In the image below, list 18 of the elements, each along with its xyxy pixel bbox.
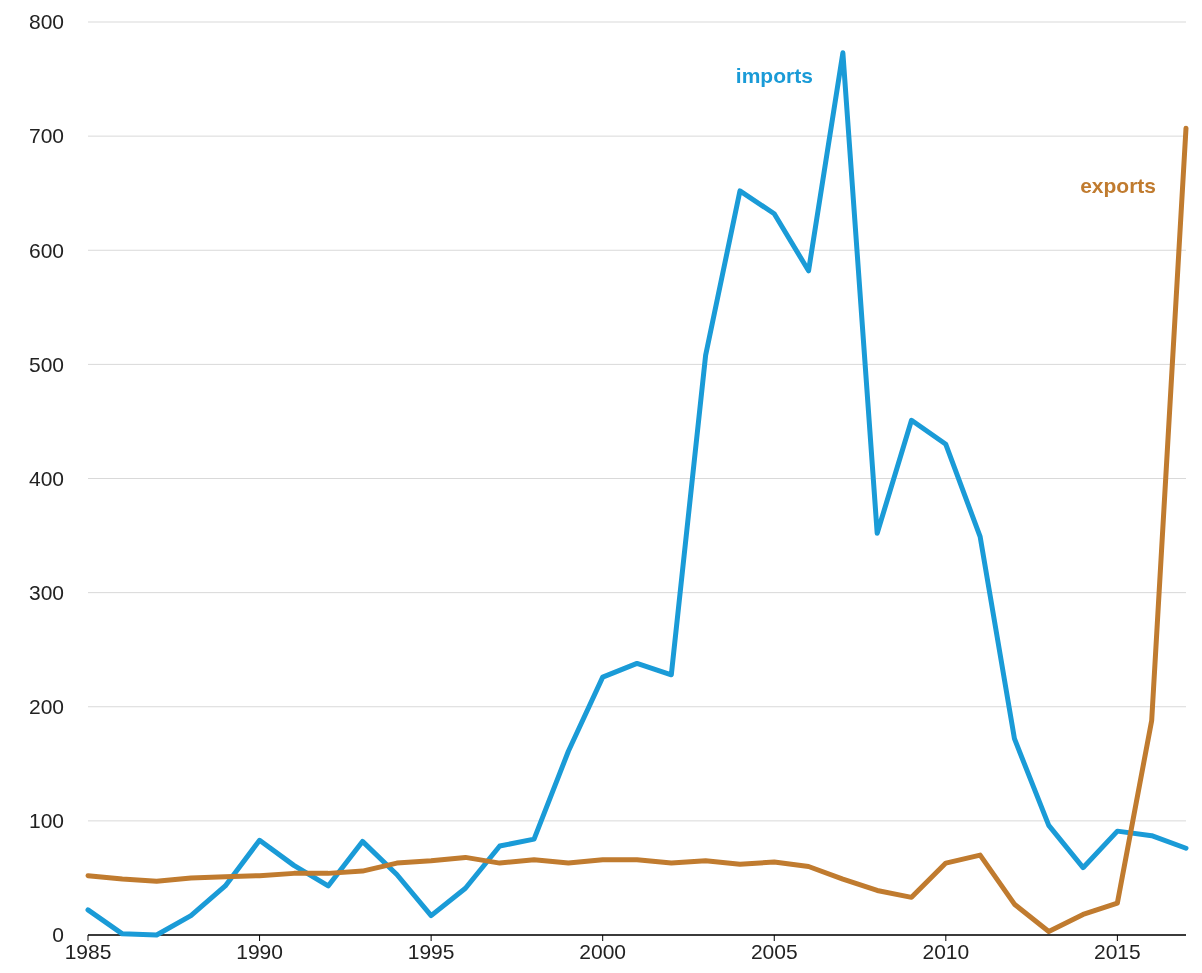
y-tick-label: 400	[28, 466, 64, 490]
y-tick-label: 800	[28, 10, 64, 34]
y-tick-label: 600	[28, 238, 64, 262]
x-tick-label: 1985	[64, 940, 112, 963]
x-tick-label: 1990	[236, 940, 283, 963]
y-tick-label: 500	[28, 352, 64, 376]
y-tick-label: 200	[28, 695, 64, 719]
y-tick-label: 300	[28, 580, 64, 604]
x-tick-label: 2010	[922, 940, 970, 963]
x-tick-label: 1995	[407, 940, 455, 963]
x-tick-label: 2000	[579, 940, 627, 963]
x-tick-label: 2005	[750, 940, 798, 963]
y-tick-label: 0	[52, 923, 64, 947]
series-label: imports	[735, 63, 813, 87]
y-tick-label: 100	[28, 809, 64, 833]
y-tick-label: 700	[28, 124, 64, 148]
x-tick-label: 2015	[1094, 940, 1141, 963]
series-label: exports	[1080, 174, 1156, 198]
